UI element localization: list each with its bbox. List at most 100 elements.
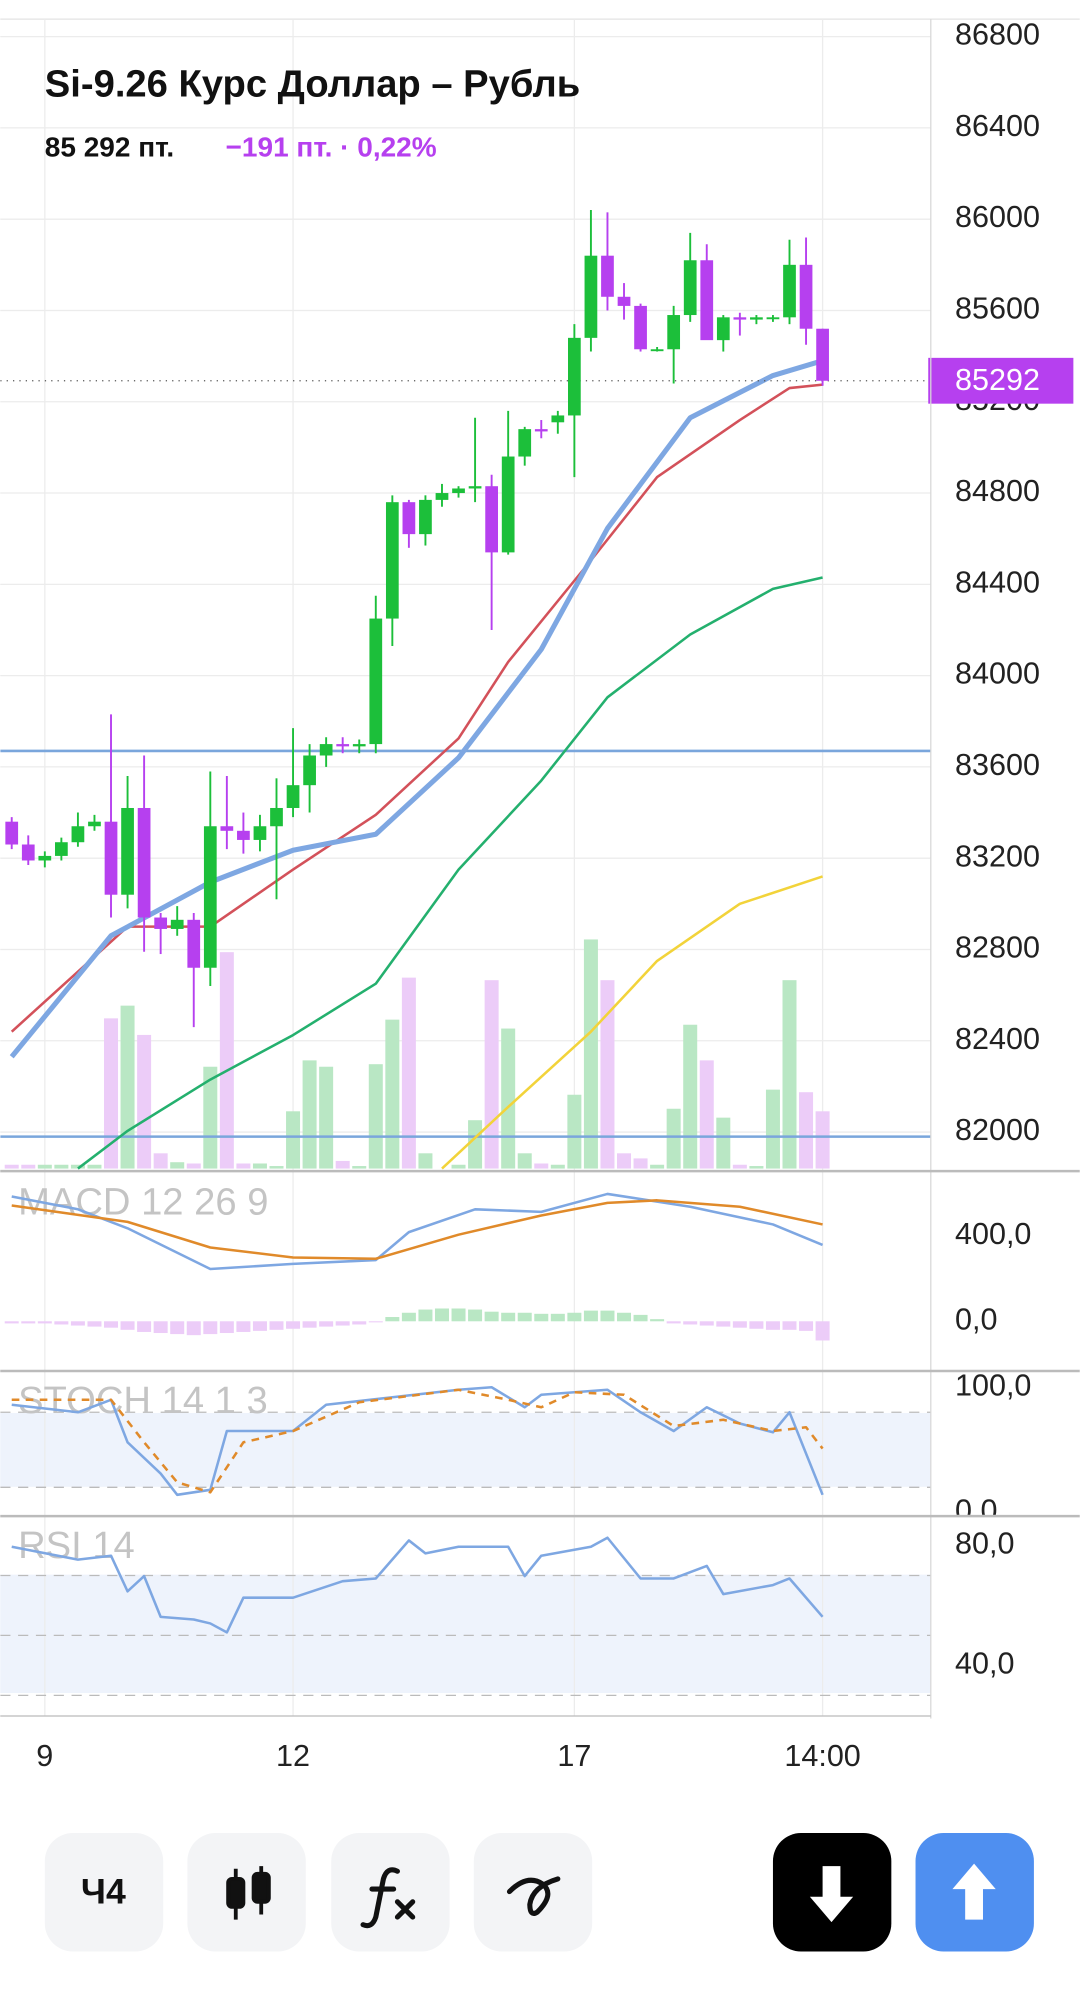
volume-bar [54, 1164, 69, 1169]
macd-histogram-bar [484, 1311, 499, 1322]
volume-bar [4, 1164, 19, 1169]
volume-bar [600, 980, 615, 1169]
macd-histogram-bar [782, 1321, 797, 1330]
x-tick-label: 17 [557, 1739, 591, 1773]
candle-body [369, 618, 383, 745]
indicator-line [11, 1199, 823, 1261]
macd-histogram-bar [434, 1308, 449, 1322]
macd-histogram-bar [617, 1312, 632, 1322]
indicator-line [11, 1388, 824, 1494]
volume-bar [236, 1163, 251, 1169]
macd-histogram-bar [236, 1321, 251, 1332]
macd-histogram-bar [534, 1313, 549, 1322]
macd-histogram-bar [186, 1321, 201, 1336]
volume-bar [666, 1108, 681, 1169]
y-tick-label: 82400 [955, 1022, 1040, 1056]
y-tick-label: 86400 [955, 109, 1040, 143]
timeframe-button[interactable] [44, 1833, 164, 1952]
volume-bar [319, 1066, 334, 1169]
indicator-line [441, 875, 823, 1170]
candle-body [501, 456, 515, 553]
macd-histogram-bar [153, 1321, 168, 1334]
macd-histogram-bar [104, 1321, 119, 1328]
macd-histogram-bar [368, 1321, 383, 1323]
macd-histogram-bar [54, 1321, 69, 1325]
macd-histogram-bar [650, 1319, 665, 1322]
candle-body [21, 844, 35, 861]
volume-bar [749, 1166, 764, 1169]
macd-histogram-bar [683, 1321, 698, 1325]
macd-histogram-bar [319, 1321, 334, 1327]
volume-bar [815, 1111, 830, 1169]
volume-bar [70, 1164, 85, 1169]
macd-histogram-bar [37, 1321, 52, 1324]
volume-bar [170, 1162, 185, 1169]
candle-body [667, 315, 681, 350]
change-text: −191 пт. · 0,22% [226, 131, 437, 162]
macd-histogram-bar [633, 1314, 648, 1322]
indicator-line [11, 1385, 824, 1497]
macd-histogram-bar [799, 1321, 814, 1331]
labels: 82000 82400 82800 83200 83600 84000 84400 84800… [36, 18, 1074, 1773]
macd-histogram-bar [70, 1321, 85, 1326]
candle-body [766, 317, 780, 320]
candle-body [750, 317, 763, 320]
candle-body [683, 260, 697, 316]
volume-bar [716, 1117, 731, 1169]
candle-body [71, 826, 85, 843]
volume-bar [335, 1160, 350, 1169]
y-tick-label: 0,0 [955, 1302, 997, 1336]
macd-histogram-bar [137, 1321, 152, 1332]
volume-bar [21, 1164, 36, 1169]
volume-bar [567, 1094, 582, 1169]
rsi-band [0, 1574, 931, 1694]
macd-histogram-bar [21, 1321, 36, 1324]
volume-bar [269, 1166, 284, 1169]
macd-histogram-bar [170, 1321, 185, 1335]
candle-body [286, 785, 300, 808]
candles [5, 210, 829, 1028]
candle-body [700, 260, 714, 341]
candle-body [385, 502, 399, 619]
chart-type-button[interactable] [187, 1833, 306, 1952]
candle-body [237, 830, 250, 840]
price-text: 85 292 пт. [45, 131, 174, 162]
volume-bar [137, 1034, 152, 1169]
volume-bar [368, 1064, 383, 1169]
volume-bar [484, 980, 499, 1169]
y-tick-label: 83200 [955, 839, 1040, 873]
macd-histogram-bar [517, 1312, 532, 1322]
volume-bar [534, 1163, 549, 1169]
volume-bar [286, 1111, 301, 1169]
candle-body [568, 337, 581, 416]
candle-body [104, 821, 118, 895]
volume-bar [799, 1092, 814, 1169]
stoch-band [0, 1412, 931, 1487]
timeframe-label[interactable]: Ч4 [81, 1872, 126, 1912]
candle-body [121, 807, 134, 895]
volume-bar [37, 1164, 52, 1169]
candle-body [452, 488, 465, 494]
candle-body [154, 917, 168, 929]
macd-histogram-bar [302, 1321, 317, 1328]
candle-body [203, 826, 217, 968]
indicators-button[interactable] [331, 1833, 450, 1952]
y-tick-label: 85600 [955, 292, 1040, 326]
candle-body [170, 919, 184, 929]
volume-bar [583, 939, 598, 1169]
candle-body [88, 821, 101, 827]
candle-body [551, 415, 565, 423]
candle-body [485, 486, 498, 553]
y-tick-label: 84800 [955, 474, 1040, 508]
macd-histogram-bar [749, 1321, 764, 1329]
x-tick-label: 9 [36, 1739, 53, 1773]
macd-histogram-bar [335, 1321, 350, 1326]
panel-title: MACD 12 26 9 [18, 1180, 268, 1223]
last-price-box [928, 357, 1074, 404]
candle-body [518, 429, 532, 457]
macd-histogram-bar [451, 1308, 466, 1322]
volume-bar [120, 1005, 135, 1169]
